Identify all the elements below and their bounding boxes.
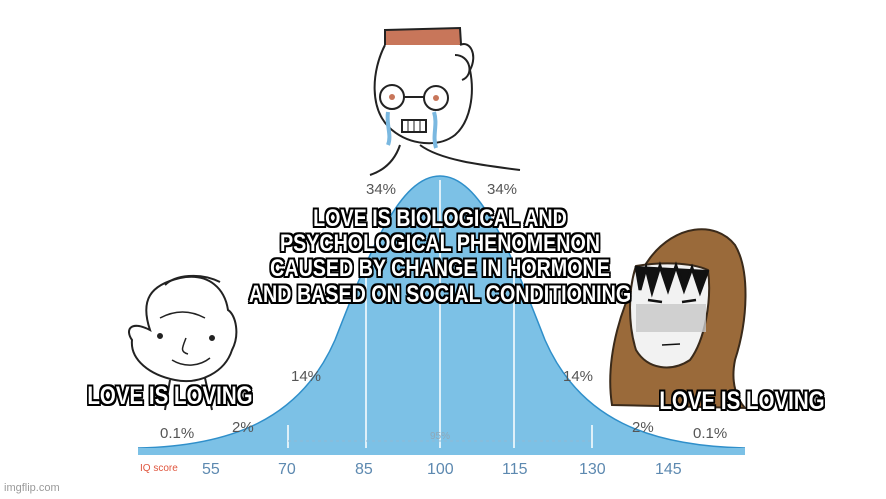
pct-2-right: 2%: [632, 419, 654, 436]
center-caption-line: AND BASED ON SOCIAL CONDITIONING: [248, 280, 632, 308]
tick-85: 85: [355, 461, 373, 478]
pct-01-right: 0.1%: [693, 425, 727, 442]
tick-145: 145: [655, 461, 682, 478]
right-character-illustration: [609, 228, 748, 410]
bell-curve: [137, 175, 746, 455]
center-caption-line: PSYCHOLOGICAL PHENOMENON: [279, 230, 601, 258]
percent-labels: 34% 34% 14% 14% 2% 2% 0.1% 0.1% 95%: [160, 181, 727, 442]
pct-14-left: 14%: [291, 368, 321, 385]
pct-14-right: 14%: [563, 368, 593, 385]
watermark: imgflip.com: [4, 482, 60, 494]
tick-130: 130: [579, 461, 606, 478]
tick-115: 115: [502, 461, 528, 478]
tick-55: 55: [202, 461, 220, 478]
center-caption-line: CAUSED BY CHANGE IN HORMONE: [270, 255, 610, 283]
curve-outline: [137, 175, 746, 449]
axis-title: IQ score: [140, 463, 178, 474]
tick-70: 70: [278, 461, 296, 478]
x-axis-bar: [138, 448, 745, 455]
tick-100: 100: [427, 461, 454, 478]
band-95-label: 95%: [430, 431, 450, 442]
pct-34-left: 34%: [366, 181, 396, 198]
curve-fill: [138, 176, 745, 455]
pct-01-left: 0.1%: [160, 425, 194, 442]
center-caption-line: LOVE IS BIOLOGICAL AND: [313, 205, 567, 232]
top-character-illustration: [369, 26, 521, 176]
pct-2-left: 2%: [232, 419, 254, 436]
right-caption: LOVE IS LOVING: [659, 387, 825, 415]
axis-ticks: IQ score 55 70 85 100 115 130 145: [140, 461, 682, 478]
pct-34-right: 34%: [487, 181, 517, 198]
left-caption: LOVE IS LOVING: [87, 382, 253, 410]
left-character-illustration: [128, 274, 238, 411]
center-caption: LOVE IS BIOLOGICAL AND PSYCHOLOGICAL PHE…: [247, 206, 632, 307]
